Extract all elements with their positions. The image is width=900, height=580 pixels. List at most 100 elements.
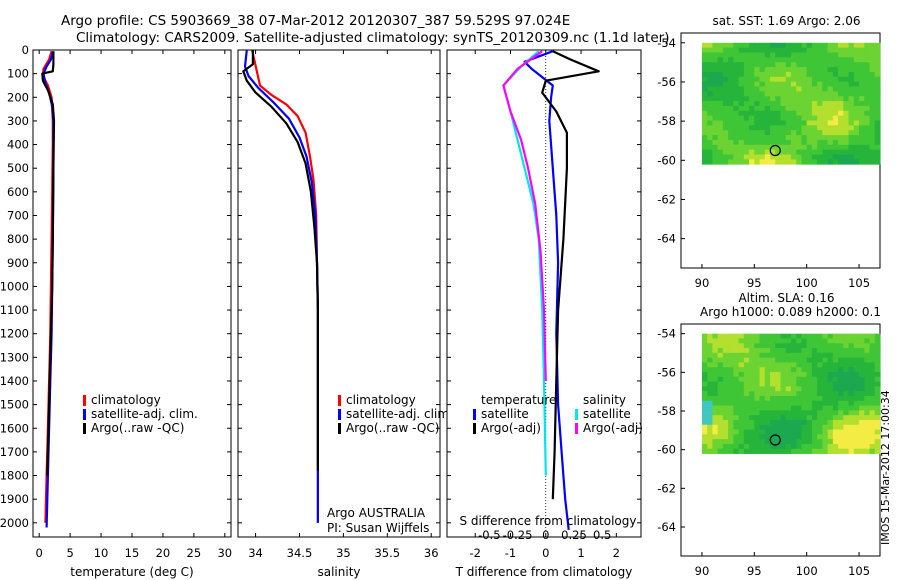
heatmap-cell (832, 101, 839, 107)
heatmap-cell (712, 125, 719, 131)
heatmap-cell (843, 352, 849, 359)
x-tick-label: 25 (187, 546, 202, 560)
heatmap-cell (801, 439, 808, 445)
heatmap-cell (801, 424, 808, 430)
heatmap-cell (712, 57, 719, 63)
heatmap-cell (717, 376, 724, 383)
heatmap-cell (859, 159, 865, 165)
heatmap-cell (775, 333, 781, 339)
heatmap-cell (817, 154, 823, 160)
x-tick-label: 2 (613, 546, 620, 560)
heatmap-cell (864, 149, 870, 155)
heatmap-cell (785, 372, 792, 378)
heatmap-cell (712, 101, 719, 107)
heatmap-cell (712, 391, 719, 397)
heatmap-cell (754, 415, 760, 421)
heatmap-cell (780, 154, 787, 160)
heatmap-cell (728, 159, 734, 165)
heatmap-cell (848, 415, 855, 421)
heatmap-cell (827, 429, 834, 435)
heatmap-cell (869, 125, 876, 131)
heatmap-cell (743, 71, 750, 78)
s-tick-label: 0.25 (561, 528, 587, 542)
heatmap-cell (759, 115, 766, 121)
heatmap-cell (790, 144, 797, 151)
heatmap-cell (838, 115, 844, 121)
heatmap-cell (859, 381, 865, 387)
heatmap-cell (738, 57, 745, 63)
heatmap-cell (832, 149, 839, 155)
heatmap-cell (859, 96, 865, 102)
series-argo-raw-qc- (242, 50, 319, 471)
heatmap-cell (717, 159, 724, 165)
heatmap-cell (869, 405, 876, 411)
heatmap-cell (738, 367, 745, 373)
heatmap-cell (733, 130, 740, 136)
heatmap-cell (817, 391, 823, 397)
heatmap-cell (785, 135, 792, 141)
heatmap-cell (764, 91, 771, 97)
legend-label: Argo(-adj) (481, 421, 541, 435)
legend-label: Argo(-adj) (583, 421, 643, 435)
heatmap-cell (759, 52, 766, 58)
heatmap-cell (754, 110, 760, 117)
heatmap-cell (780, 352, 787, 359)
heatmap-cell (874, 352, 881, 359)
heatmap-cell (738, 130, 745, 136)
heatmap-cell (738, 76, 745, 83)
heatmap-cell (859, 434, 865, 440)
heatmap-cell (701, 424, 708, 430)
heatmap-cell (764, 424, 771, 430)
heatmap-cell (754, 135, 760, 141)
heatmap-cell (853, 81, 860, 87)
heatmap-cell (733, 424, 740, 430)
heatmap-cell (764, 62, 771, 68)
heatmap-cell (733, 415, 740, 421)
heatmap-cell (707, 91, 713, 97)
heatmap-cell (780, 448, 787, 454)
heatmap-cell (717, 42, 724, 49)
heatmap-cell (780, 381, 787, 387)
heatmap-cell (832, 81, 839, 87)
heatmap-cell (796, 52, 802, 58)
map-title: Altim. SLA: 0.16 (738, 291, 834, 305)
heatmap-cell (790, 67, 797, 73)
heatmap-cell (801, 372, 808, 378)
heatmap-cell (749, 120, 755, 126)
heatmap-cell (853, 343, 860, 349)
heatmap-cell (712, 338, 719, 344)
heatmap-cell (749, 376, 755, 383)
heatmap-cell (759, 110, 766, 117)
heatmap-cell (848, 52, 855, 58)
heatmap-cell (822, 71, 829, 78)
heatmap-cell (843, 144, 849, 151)
heatmap-cell (764, 96, 771, 102)
y-tick-label: -64 (657, 520, 676, 534)
heatmap-cell (806, 424, 813, 430)
heatmap-cell (801, 396, 808, 402)
heatmap-cell (712, 130, 719, 136)
heatmap-cell (738, 391, 745, 397)
heatmap-cell (843, 159, 849, 165)
heatmap-cell (864, 105, 870, 112)
heatmap-cell (785, 62, 792, 68)
heatmap-cell (733, 343, 740, 349)
heatmap-cell (743, 372, 750, 378)
heatmap-cell (701, 381, 708, 387)
plot-frame (32, 49, 232, 538)
heatmap-cell (707, 62, 713, 68)
heatmap-cell (749, 149, 755, 155)
heatmap-cell (822, 57, 829, 63)
heatmap-cell (869, 71, 876, 78)
heatmap-cell (712, 120, 719, 126)
heatmap-cell (770, 57, 776, 63)
heatmap-cell (811, 362, 818, 368)
heatmap-cell (749, 110, 755, 117)
heatmap-cell (728, 105, 734, 112)
heatmap-cell (749, 47, 755, 53)
heatmap-cell (759, 47, 766, 53)
s-tick-label: 0.5 (593, 528, 611, 542)
heatmap-cell (764, 386, 771, 392)
heatmap-cell (717, 62, 724, 68)
heatmap-cell (843, 91, 849, 97)
